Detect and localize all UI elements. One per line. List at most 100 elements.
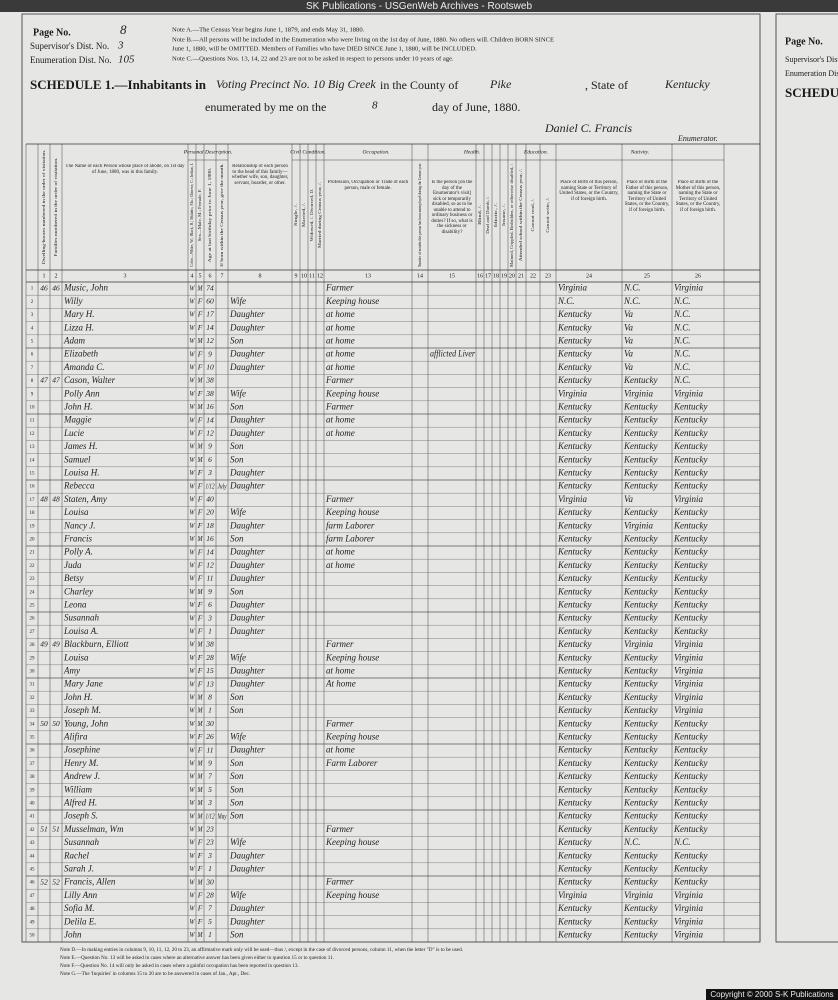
age: 5 bbox=[208, 785, 212, 794]
line-number: 49 bbox=[30, 920, 36, 925]
sex: M bbox=[197, 587, 203, 596]
color: W bbox=[190, 904, 196, 913]
footer-note: Note F.—Question No. 14 will only be ask… bbox=[60, 962, 299, 969]
color: W bbox=[190, 508, 196, 517]
birthplace: Kentucky bbox=[557, 877, 591, 887]
mother: N.C. bbox=[673, 309, 691, 319]
relation: Wife bbox=[230, 507, 246, 517]
occupation: at home bbox=[326, 349, 355, 359]
name: Louisa bbox=[63, 507, 89, 517]
father: Kentucky bbox=[623, 745, 657, 755]
name: Andrew J. bbox=[63, 771, 100, 781]
age: 5 bbox=[208, 917, 212, 926]
group-label: Personal Description. bbox=[183, 149, 233, 155]
mother: N.C. bbox=[673, 837, 691, 847]
line-number: 19 bbox=[30, 524, 36, 529]
group-label: Education. bbox=[523, 149, 548, 155]
birthplace: Kentucky bbox=[557, 639, 591, 649]
column-number: 26 bbox=[695, 273, 701, 279]
sex: M bbox=[197, 825, 203, 834]
father: Va bbox=[624, 349, 634, 359]
column-label: Place of Birth of the Mother of this per… bbox=[675, 180, 721, 213]
occupation: at home bbox=[326, 335, 355, 345]
age: 9 bbox=[208, 349, 212, 358]
supervisor-label: Supervisor's Dist. No. bbox=[30, 41, 109, 51]
column-header: Relationship of each person to the head … bbox=[232, 164, 289, 186]
column-label: Age at last birthday prior to June 1, 18… bbox=[207, 168, 213, 263]
birthplace: Virginia bbox=[558, 494, 587, 504]
form-rows: 1 46 46 Music, John W M 74 Farmer Virginia N.C. Vi… bbox=[30, 283, 708, 940]
father: Kentucky bbox=[623, 705, 657, 715]
line-number: 41 bbox=[30, 815, 36, 820]
sex: M bbox=[197, 442, 203, 451]
name: John H. bbox=[64, 692, 93, 702]
name: Willy bbox=[64, 296, 83, 306]
relation: Daughter bbox=[229, 309, 265, 319]
father: Kentucky bbox=[623, 652, 657, 662]
mother: Virginia bbox=[674, 679, 703, 689]
column-label: Number of months this person has been un… bbox=[417, 163, 422, 267]
birthplace: Kentucky bbox=[557, 824, 591, 834]
name: Rachel bbox=[63, 850, 89, 860]
column-number: 6 bbox=[209, 273, 212, 279]
sex: F bbox=[197, 891, 203, 900]
name: Susannah bbox=[64, 613, 100, 623]
column-number: 13 bbox=[365, 273, 371, 279]
page-no: 8 bbox=[120, 22, 127, 37]
birthplace: Kentucky bbox=[557, 758, 591, 768]
footer-note: Note D.—In making entries in columns 9, … bbox=[60, 946, 463, 953]
month: July bbox=[218, 481, 227, 490]
next-page-border bbox=[775, 13, 838, 943]
sex: M bbox=[197, 693, 203, 702]
color: W bbox=[190, 363, 196, 372]
relation: Daughter bbox=[229, 481, 265, 491]
occupation: at home bbox=[326, 415, 355, 425]
column-number: 20 bbox=[509, 273, 515, 279]
column-label: Attended school within the Census year, … bbox=[518, 169, 524, 261]
occupation: Farmer bbox=[325, 494, 354, 504]
line-number: 32 bbox=[30, 696, 36, 701]
age: 23 bbox=[206, 825, 214, 834]
relation: Daughter bbox=[229, 903, 265, 913]
mother: Kentucky bbox=[673, 467, 707, 477]
mother: Virginia bbox=[674, 916, 703, 926]
birthplace: Kentucky bbox=[557, 916, 591, 926]
county-label: in the County of bbox=[380, 78, 458, 92]
color: W bbox=[190, 455, 196, 464]
sex: M bbox=[197, 798, 203, 807]
line-number: 10 bbox=[30, 406, 36, 411]
father: Va bbox=[624, 494, 634, 504]
age: 16 bbox=[206, 534, 214, 543]
age: 14 bbox=[206, 323, 214, 332]
color: W bbox=[190, 402, 196, 411]
name: Sofia M. bbox=[64, 903, 95, 913]
father: Va bbox=[624, 335, 634, 345]
birthplace: Virginia bbox=[558, 283, 587, 293]
sex: F bbox=[197, 838, 203, 847]
age: 3 bbox=[207, 468, 212, 477]
relation: Daughter bbox=[229, 745, 265, 755]
copyright-bg bbox=[706, 989, 838, 1000]
age: 1 bbox=[208, 864, 212, 873]
age: 1 bbox=[208, 930, 212, 939]
color: W bbox=[190, 653, 196, 662]
color: W bbox=[190, 547, 196, 556]
color: W bbox=[190, 838, 196, 847]
sex: F bbox=[197, 851, 203, 860]
line-number: 43 bbox=[30, 841, 36, 846]
column-number: 14 bbox=[417, 273, 423, 279]
name: Lucie bbox=[63, 428, 84, 438]
color: W bbox=[190, 442, 196, 451]
occupation: at home bbox=[326, 547, 355, 557]
relation: Daughter bbox=[229, 415, 265, 425]
father: Kentucky bbox=[623, 929, 657, 939]
relation: Daughter bbox=[229, 349, 265, 359]
column-number: 17 bbox=[485, 273, 491, 279]
color: W bbox=[190, 336, 196, 345]
age: 10 bbox=[206, 363, 214, 372]
birthplace: Kentucky bbox=[557, 850, 591, 860]
birthplace: Kentucky bbox=[557, 837, 591, 847]
birthplace: Kentucky bbox=[557, 599, 591, 609]
father: Kentucky bbox=[623, 586, 657, 596]
next-schedule: SCHEDULE bbox=[785, 85, 838, 100]
